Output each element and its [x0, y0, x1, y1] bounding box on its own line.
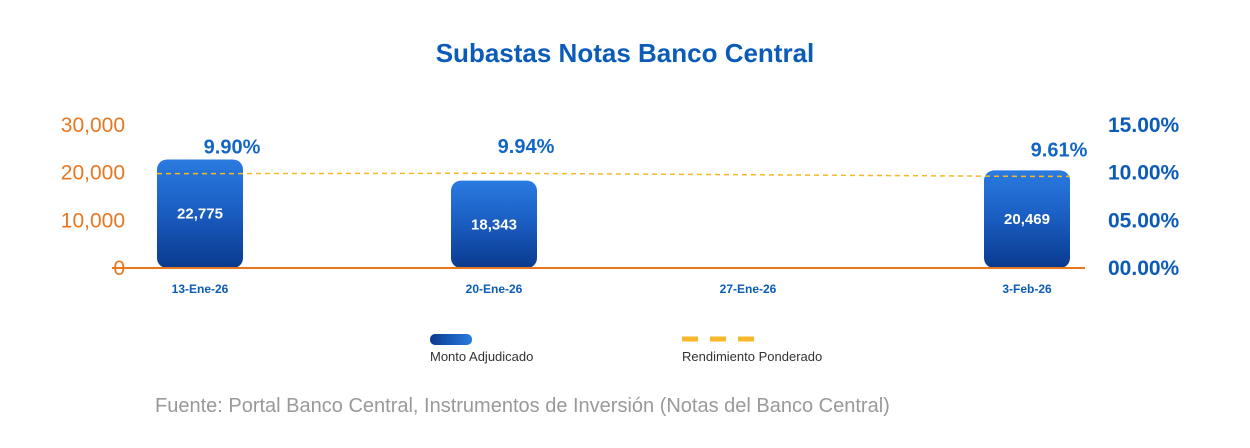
line-data-label: 9.94%: [498, 136, 555, 158]
line-data-label: 9.90%: [204, 137, 261, 159]
x-tick-label: 13-Ene-26: [172, 282, 229, 296]
source-note: Fuente: Portal Banco Central, Instrument…: [155, 395, 890, 417]
right-tick-label: 10.00%: [1108, 162, 1180, 185]
chart-title: Subastas Notas Banco Central: [436, 38, 815, 68]
line-data-label: 9.61%: [1031, 139, 1088, 161]
left-tick-label: 10,000: [61, 209, 125, 232]
bar: [451, 180, 537, 268]
legend-label-rendimiento: Rendimiento Ponderado: [682, 349, 822, 364]
bar: [984, 170, 1070, 268]
legend-label-monto: Monto Adjudicado: [430, 349, 533, 364]
x-tick-label: 3-Feb-26: [1002, 282, 1052, 296]
left-tick-label: 20,000: [61, 162, 125, 185]
right-tick-label: 05.00%: [1108, 209, 1180, 232]
bar: [157, 159, 243, 268]
right-tick-label: 15.00%: [1108, 114, 1180, 137]
bar-data-label: 18,343: [471, 216, 517, 233]
left-tick-label: 30,000: [61, 114, 125, 137]
rendimiento-line: [157, 172, 1070, 178]
x-tick-label: 20-Ene-26: [466, 282, 523, 296]
legend-bar-swatch: [430, 334, 472, 345]
x-tick-label: 27-Ene-26: [720, 282, 777, 296]
bar-data-label: 22,775: [177, 206, 223, 223]
right-tick-label: 00.00%: [1108, 257, 1180, 280]
legend: Monto Adjudicado Rendimiento Ponderado: [430, 334, 822, 364]
bar-data-label: 20,469: [1004, 211, 1050, 228]
